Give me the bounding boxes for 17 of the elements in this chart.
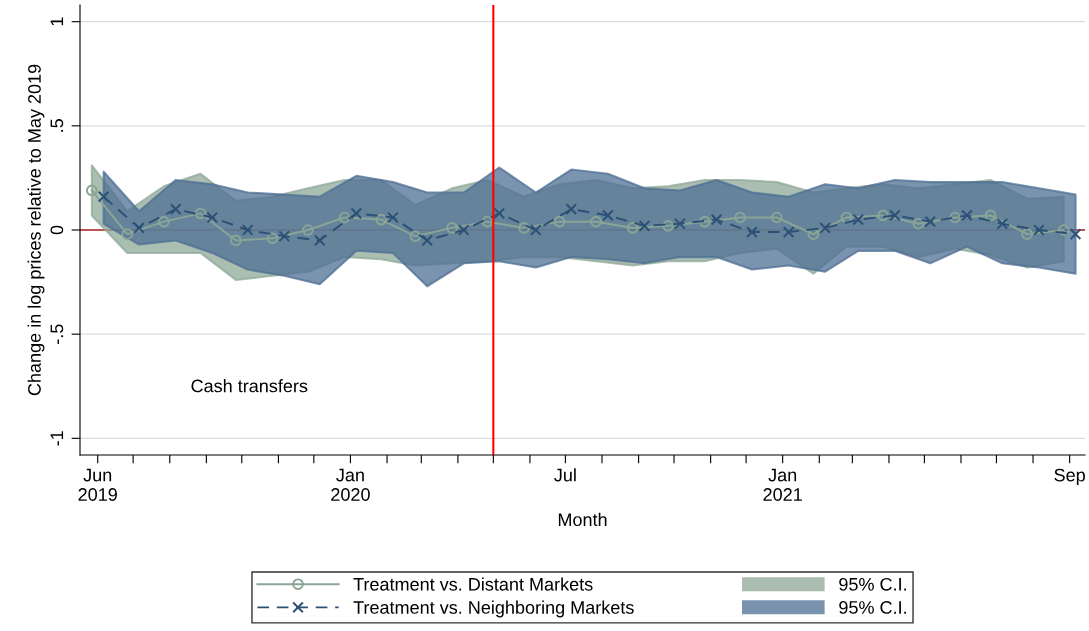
legend-label: 95% C.I.: [839, 577, 906, 591]
x-tick-label: Jan 2021: [763, 468, 802, 501]
annotation: Cash transfers: [191, 379, 308, 393]
legend-label: 95% C.I.: [839, 601, 906, 614]
legend-label: Treatment vs. Distant Markets: [353, 577, 593, 591]
y-tick-label: 0: [50, 225, 64, 235]
y-tick-label: -1: [50, 431, 64, 446]
legend-label: Treatment vs. Neighboring Markets: [353, 600, 634, 618]
y-tick-label: 1: [50, 17, 64, 26]
x-tick-label: Sep: [1054, 468, 1085, 486]
x-tick-label: Jun 2019: [78, 468, 117, 501]
x-axis-title: Month: [558, 512, 607, 527]
x-tick-label: Jan 2020: [331, 468, 370, 501]
y-axis-title: Change in log prices relative to May 2019: [27, 64, 45, 396]
x-tick-label: Jul: [554, 468, 576, 482]
y-tick-label: .5: [50, 119, 64, 132]
y-tick-label: -.5: [50, 324, 64, 344]
